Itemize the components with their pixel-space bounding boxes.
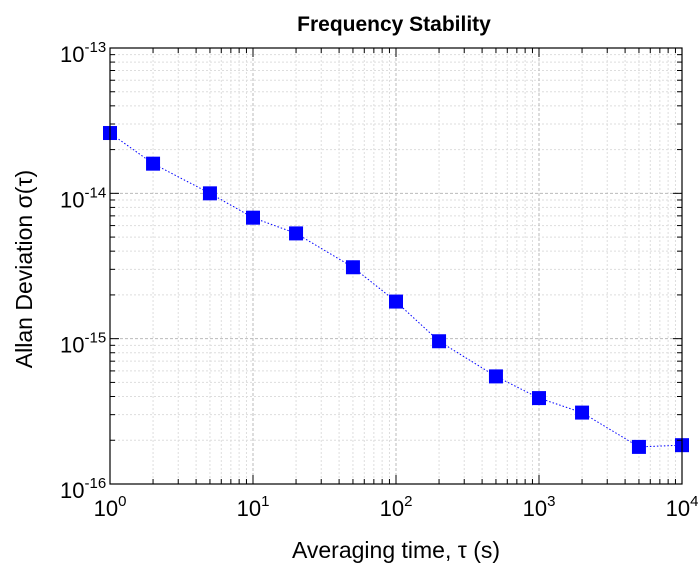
x-tick-label: 104 [666,493,698,521]
axis-layer [109,47,683,485]
y-tick-label: 10-15 [60,330,106,358]
tick-label-layer: 100 101 102 103 104 10-16 10-15 10-14 10-13 [60,39,698,521]
x-axis-label: Averaging time, τ (s) [292,537,500,563]
chart-title: Frequency Stability [297,13,491,36]
x-tick-label: 101 [237,493,270,521]
data-point [146,156,161,171]
y-tick-label: 10-14 [60,184,106,212]
data-point [345,260,360,275]
y-tick-label: 10-16 [60,475,106,503]
data-point [289,226,304,241]
data-point [389,294,403,309]
y-tick-label: 10-13 [60,39,106,67]
plot-frame [109,47,683,485]
data-point [432,334,447,349]
grid-layer [109,47,683,485]
x-tick-label: 103 [523,493,556,521]
data-point [575,405,590,420]
marker-layer [103,126,689,454]
x-tick-label: 102 [380,493,413,521]
y-axis-label: Allan Deviation σ(τ) [11,170,37,368]
data-point [532,391,546,406]
data-point [488,369,503,384]
data-point [246,210,260,225]
data-point [631,439,646,454]
x-tick-label: 100 [94,493,127,521]
data-point [202,186,217,201]
